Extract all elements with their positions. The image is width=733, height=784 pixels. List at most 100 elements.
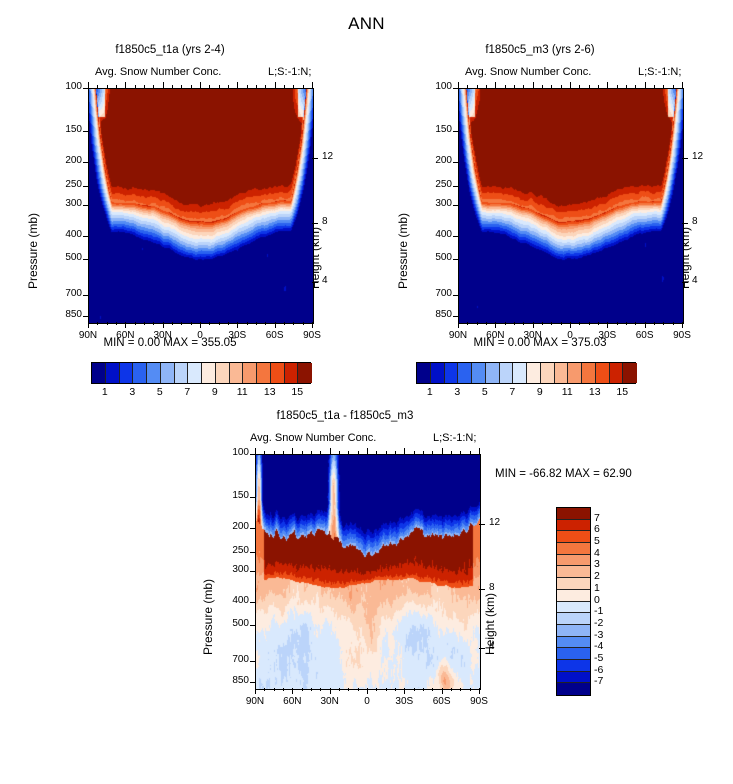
lat-minor-tick-mark — [302, 85, 304, 88]
panel-top-right-subtitle-left: Avg. Snow Number Conc. — [465, 66, 592, 78]
height-tick-label: 12 — [692, 150, 704, 162]
colorbar-cell — [284, 363, 299, 383]
pressure-tick-label: 150 — [232, 490, 249, 502]
colorbar-cell — [557, 636, 590, 649]
lat-minor-tick-mark — [385, 451, 387, 454]
lat-minor-tick-mark — [264, 451, 266, 454]
lat-minor-tick-mark — [153, 322, 155, 325]
lat-minor-tick-mark — [413, 688, 415, 691]
lat-minor-tick-mark — [376, 688, 378, 691]
colorbar-tick-label: 2 — [594, 570, 600, 583]
height-tick-mark — [312, 157, 318, 159]
lat-minor-tick-mark — [97, 322, 99, 325]
colorbar-cell — [485, 363, 500, 383]
lat-minor-tick-mark — [293, 85, 295, 88]
colorbar-cell — [527, 363, 541, 383]
colorbar-top-right[interactable] — [416, 362, 637, 384]
pressure-tick-mark — [453, 259, 459, 261]
pressure-tick-mark — [83, 88, 89, 89]
height-tick-mark — [312, 281, 318, 283]
colorbar-cell — [557, 554, 590, 567]
panel-top-right: f1850c5_m3 (yrs 2-6) Avg. Snow Number Co… — [390, 44, 703, 354]
lat-tick-mark — [441, 688, 443, 694]
colorbar-cell — [557, 613, 590, 625]
pressure-tick-label: 150 — [435, 124, 452, 136]
lat-tick-mark — [200, 82, 201, 88]
colorbar-tick-label: 9 — [536, 386, 543, 398]
lat-minor-tick-mark — [181, 322, 183, 325]
lat-minor-tick-mark — [486, 322, 487, 325]
pressure-tick-mark — [453, 295, 459, 297]
lat-tick-mark — [162, 322, 164, 328]
lat-minor-tick-mark — [551, 322, 553, 325]
pressure-tick-mark — [83, 185, 89, 187]
lat-minor-tick-mark — [283, 451, 284, 454]
height-tick-label: 8 — [692, 216, 698, 228]
colorbar-tick-label: 1 — [426, 386, 433, 398]
lat-minor-tick-mark — [106, 322, 108, 325]
colorbar-cell — [243, 363, 257, 383]
colorbar-tick-label: 9 — [211, 386, 218, 398]
lat-tick-mark — [479, 688, 480, 694]
panel-difference-minmax: MIN = -66.82 MAX = 62.90 — [495, 468, 632, 480]
pressure-tick-label: 300 — [232, 564, 249, 575]
panel-difference-subtitle-right: L;S:-1:N; — [433, 432, 477, 444]
lat-minor-tick-mark — [460, 688, 462, 691]
lat-minor-tick-mark — [264, 688, 266, 691]
colorbar-cell — [444, 363, 459, 383]
lat-minor-tick-mark — [97, 85, 99, 88]
pressure-tick-mark — [453, 161, 459, 163]
panel-top-right-subtitle-right: L;S:-1:N; — [638, 66, 682, 78]
colorbar-cell — [557, 543, 590, 555]
lat-minor-tick-mark — [293, 322, 295, 325]
lat-minor-tick-mark — [348, 451, 350, 454]
colorbar-tick-label: 3 — [129, 386, 136, 398]
pressure-tick-label: 100 — [435, 81, 452, 92]
panel-top-left: f1850c5_t1a (yrs 2-4) Avg. Snow Number C… — [20, 44, 333, 354]
lat-minor-tick-mark — [626, 85, 627, 88]
lat-tick-label: 90S — [303, 330, 321, 341]
colorbar-cell — [257, 363, 271, 383]
colorbar-cell — [119, 363, 134, 383]
lat-minor-tick-mark — [467, 322, 469, 325]
lat-minor-tick-mark — [654, 322, 655, 325]
colorbar-tick-label: 15 — [616, 386, 629, 398]
lat-minor-tick-mark — [551, 85, 553, 88]
colorbar-tick-label: -2 — [594, 616, 604, 629]
colorbar-tick-label: -6 — [594, 663, 604, 676]
colorbar-cell — [92, 363, 106, 383]
pressure-tick-label: 300 — [435, 198, 452, 209]
lat-tick-mark — [125, 82, 127, 88]
colorbar-tick-label: -7 — [594, 675, 604, 688]
panel-difference-plot — [255, 454, 481, 690]
lat-minor-tick-mark — [301, 451, 303, 454]
colorbar-top-left[interactable] — [91, 362, 312, 384]
panel-top-right-minmax: MIN = 0.00 MAX = 375.03 — [473, 337, 607, 349]
lat-tick-mark — [404, 688, 406, 694]
colorbar-tick-label: 11 — [561, 386, 573, 398]
colorbar-cell — [568, 363, 582, 383]
colorbar-cell — [472, 363, 486, 383]
pressure-tick-label: 200 — [435, 154, 452, 166]
colorbar-cell — [188, 363, 202, 383]
lat-minor-tick-mark — [144, 322, 145, 325]
colorbar-tick-label: 13 — [263, 386, 276, 398]
pressure-tick-label: 500 — [232, 618, 249, 630]
colorbar-cell — [557, 659, 590, 672]
lat-tick-mark — [125, 322, 127, 328]
lat-minor-tick-mark — [635, 85, 637, 88]
colorbar-cell — [540, 363, 555, 383]
colorbar-cell — [202, 363, 216, 383]
lat-tick-mark — [292, 448, 294, 454]
lat-minor-tick-mark — [273, 688, 275, 691]
panel-top-left-ylabel: Pressure (mb) — [26, 212, 40, 289]
panel-top-right-title: f1850c5_m3 (yrs 2-6) — [485, 44, 595, 56]
colorbar-difference[interactable] — [556, 507, 591, 696]
lat-tick-label: 90N — [245, 696, 265, 707]
height-tick-label: 12 — [489, 516, 501, 528]
pressure-tick-label: 250 — [232, 544, 249, 556]
lat-tick-mark — [644, 82, 646, 88]
pressure-tick-label: 700 — [65, 288, 82, 300]
lat-tick-mark — [255, 688, 256, 694]
colorbar-cell — [557, 578, 590, 590]
